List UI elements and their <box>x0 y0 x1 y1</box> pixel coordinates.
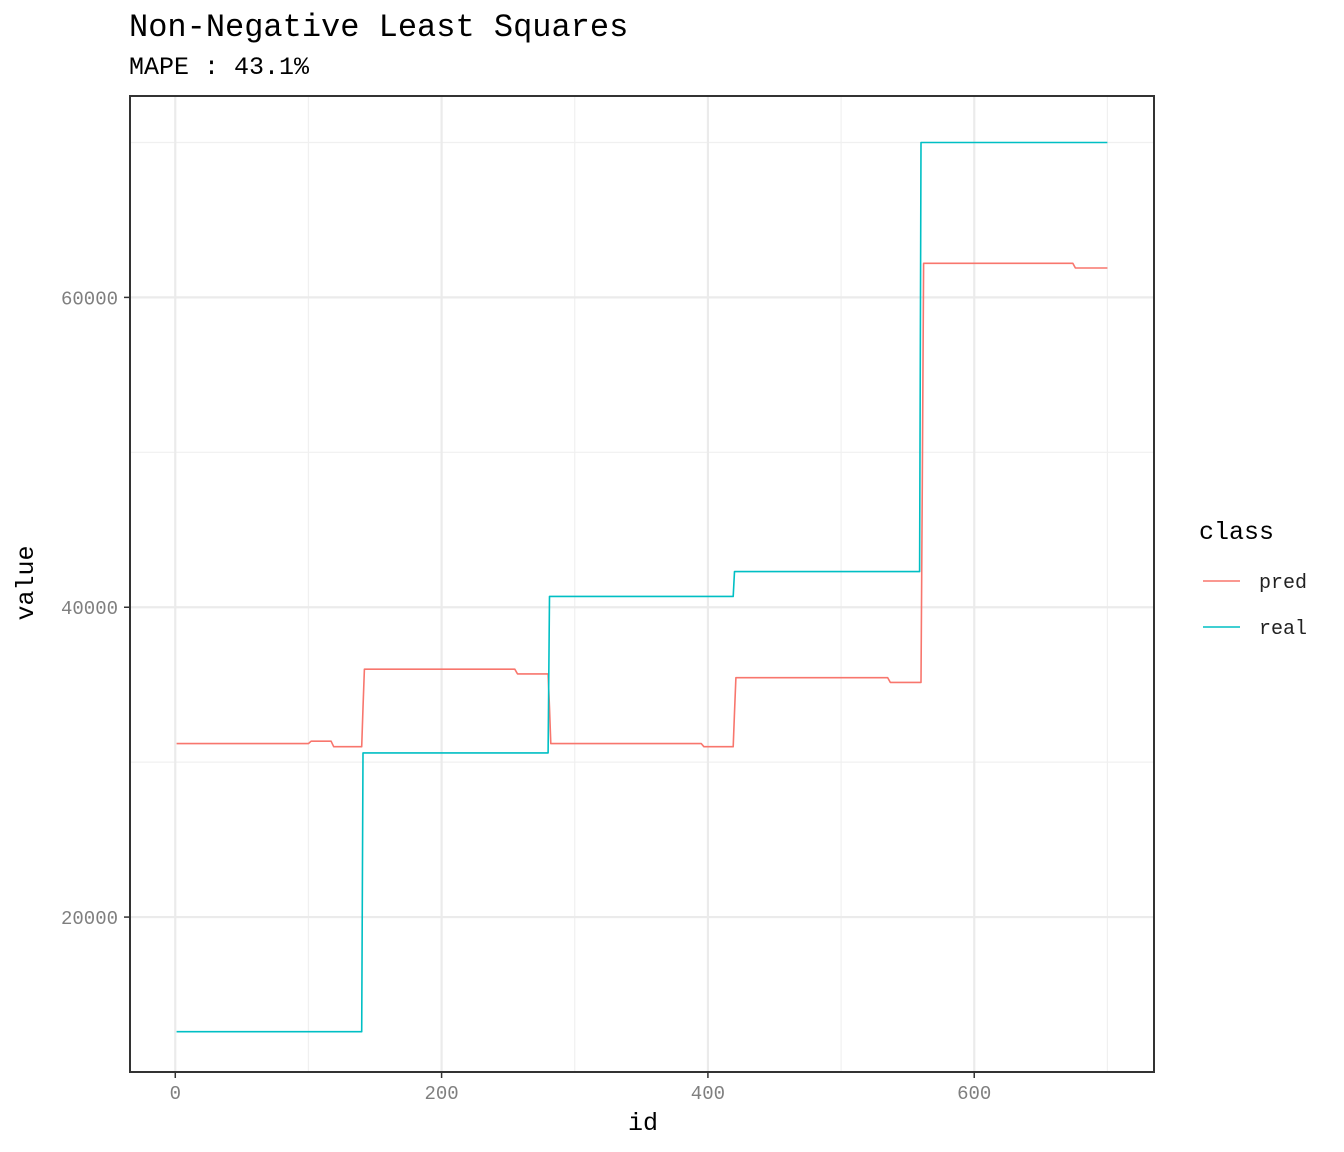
x-tick-label: 400 <box>691 1083 725 1105</box>
major-gridlines <box>130 96 1154 1072</box>
series-lines <box>176 141 1108 1033</box>
x-tick-label: 600 <box>957 1083 991 1105</box>
x-tick-label: 0 <box>170 1083 181 1105</box>
y-axis-title: value <box>12 545 41 620</box>
y-tick-label: 40000 <box>61 598 118 620</box>
legend-label-real: real <box>1259 618 1307 641</box>
x-axis-ticks: 0 200 400 600 <box>170 1072 991 1105</box>
x-axis-title: id <box>628 1109 658 1138</box>
legend-label-pred: pred <box>1259 572 1307 595</box>
y-tick-label: 60000 <box>61 288 118 310</box>
legend: class pred real <box>1199 518 1307 641</box>
plot-panel-background <box>130 96 1154 1072</box>
y-tick-label: 20000 <box>61 908 118 930</box>
plot-panel-border <box>129 95 1155 1073</box>
series-line-pred <box>176 262 1108 748</box>
series-line-real <box>176 141 1108 1033</box>
legend-title: class <box>1199 518 1274 547</box>
chart-title: Non-Negative Least Squares <box>129 9 628 46</box>
chart-subtitle: MAPE : 43.1% <box>129 53 310 82</box>
x-tick-label: 200 <box>424 1083 458 1105</box>
y-axis-ticks: 20000 40000 60000 <box>61 288 130 930</box>
